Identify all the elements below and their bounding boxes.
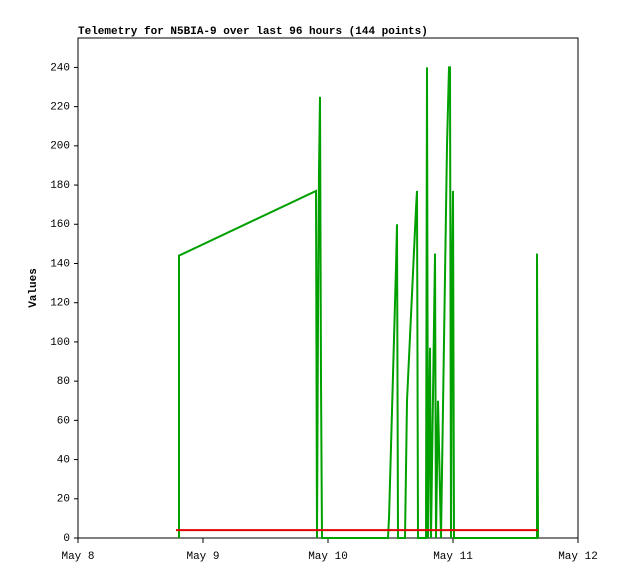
series-line <box>178 66 539 539</box>
y-tick-label: 20 <box>57 494 70 506</box>
x-tick-label: May 8 <box>61 551 94 563</box>
y-tick-label: 120 <box>50 298 70 310</box>
y-tick-label: 140 <box>50 258 70 270</box>
y-tick-label: 40 <box>57 454 70 466</box>
y-tick-label: 60 <box>57 415 70 427</box>
chart-title: Telemetry for N5BIA-9 over last 96 hours… <box>78 26 428 38</box>
x-tick-label: May 9 <box>186 551 219 563</box>
y-tick-label: 0 <box>63 533 70 545</box>
y-tick-label: 220 <box>50 102 70 114</box>
y-tick-label: 240 <box>50 62 70 74</box>
y-tick-label: 180 <box>50 180 70 192</box>
x-tick-label: May 11 <box>433 551 473 563</box>
y-tick-label: 80 <box>57 376 70 388</box>
y-tick-label: 160 <box>50 219 70 231</box>
x-tick-label: May 12 <box>558 551 598 563</box>
plot-frame <box>77 37 579 539</box>
y-tick-label: 200 <box>50 141 70 153</box>
x-tick-label: May 10 <box>308 551 348 563</box>
y-axis-label: Values <box>28 268 40 308</box>
y-tick-label: 100 <box>50 337 70 349</box>
